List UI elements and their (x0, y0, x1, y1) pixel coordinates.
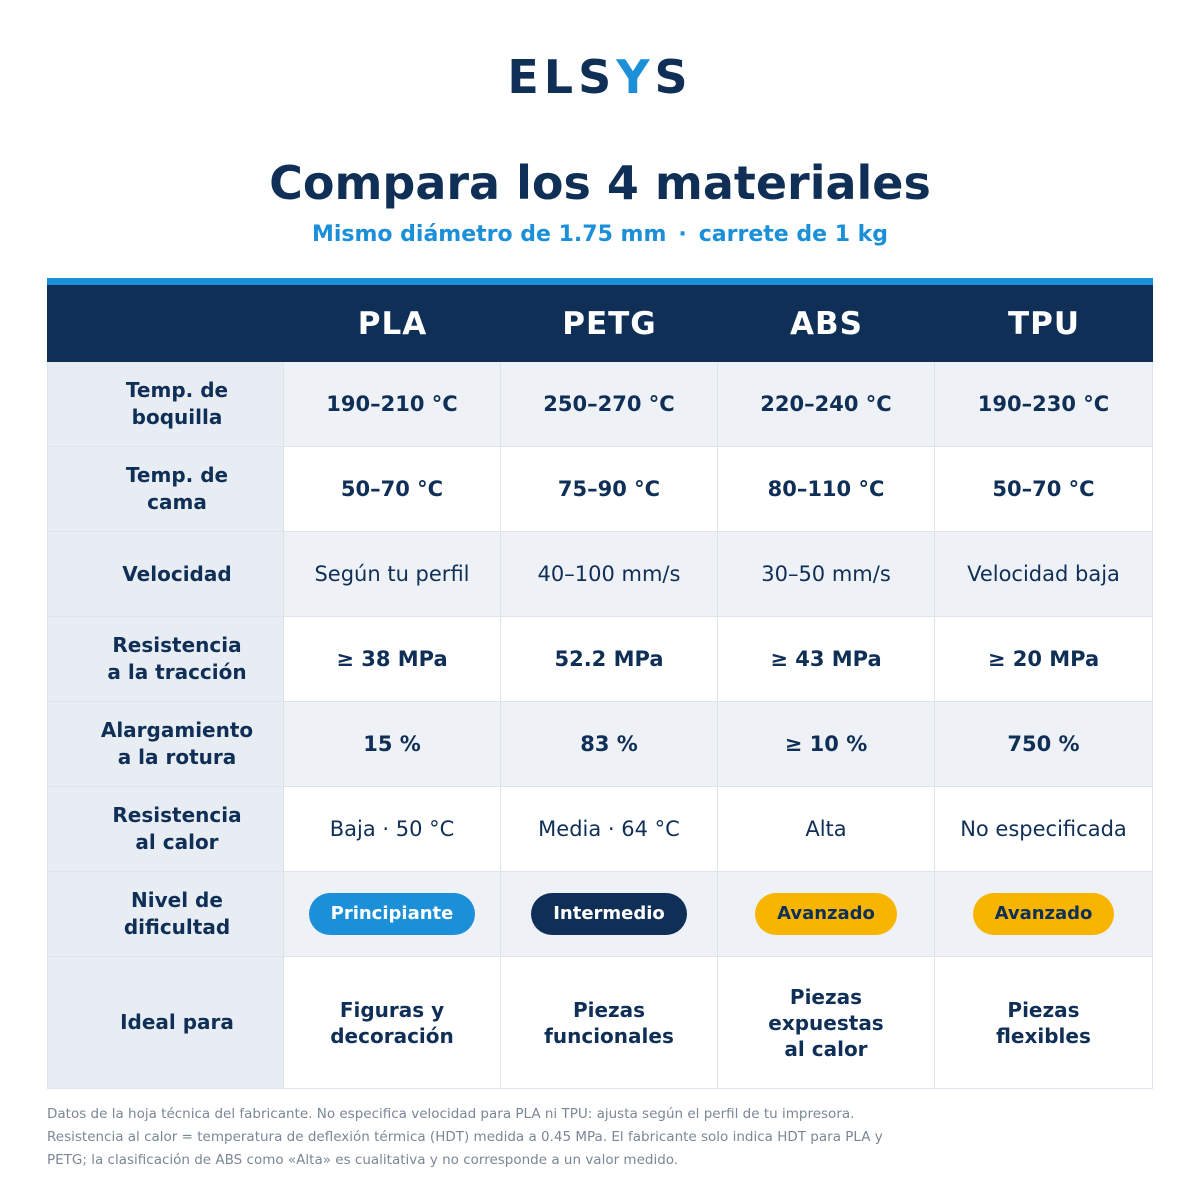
difficulty-badge: Intermedio (531, 893, 687, 935)
table-cell: 30–50 mm/s (718, 532, 935, 616)
subtitle-diameter: Mismo diámetro de 1.75 mm (311, 222, 667, 247)
header-abs: ABS (790, 305, 863, 342)
row-label: Velocidad (47, 532, 284, 616)
table-row: Resistencia a la tracción ≥ 38 MPa 52.2 … (47, 617, 1153, 702)
table-row: Temp. de boquilla 190–210 °C 250–270 °C … (47, 362, 1153, 447)
table-cell: 80–110 °C (718, 447, 935, 531)
table-cell: Piezas expuestas al calor (718, 957, 935, 1088)
table-cell: Piezas funcionales (501, 957, 718, 1088)
table-cell: ≥ 38 MPa (284, 617, 501, 701)
table-cell: ≥ 43 MPa (718, 617, 935, 701)
table-row: Temp. de cama 50–70 °C 75–90 °C 80–110 °… (47, 447, 1153, 532)
difficulty-badge: Avanzado (755, 893, 897, 935)
table-cell: Intermedio (501, 872, 718, 956)
table-cell: 15 % (284, 702, 501, 786)
footnote: Datos de la hoja técnica del fabricante.… (47, 1103, 1157, 1172)
row-label: Alargamiento a la rotura (47, 702, 284, 786)
row-label: Resistencia al calor (47, 787, 284, 871)
row-label: Ideal para (47, 957, 284, 1088)
table-cell: Avanzado (935, 872, 1153, 956)
table-cell: 190–230 °C (935, 362, 1153, 446)
header-petg: PETG (562, 305, 657, 342)
table-cell: No especificada (935, 787, 1153, 871)
footnote-line: PETG; la clasificación de ABS como «Alta… (47, 1152, 679, 1168)
table-cell: ≥ 10 % (718, 702, 935, 786)
table-cell: ≥ 20 MPa (935, 617, 1153, 701)
table-cell: 52.2 MPa (501, 617, 718, 701)
table-cell: Velocidad baja (935, 532, 1153, 616)
page-subtitle: Mismo diámetro de 1.75 mm · carrete de 1 k… (0, 222, 1200, 247)
difficulty-badge: Principiante (308, 893, 476, 935)
table-cell: 250–270 °C (501, 362, 718, 446)
header-empty-cell (47, 285, 284, 362)
table-cell: Figuras y decoración (284, 957, 501, 1088)
table-cell: 75–90 °C (501, 447, 718, 531)
table-cell: 50–70 °C (935, 447, 1153, 531)
logo-text-accent: Y (616, 50, 655, 104)
row-label: Temp. de boquilla (47, 362, 284, 446)
logo-text-part: ELS (507, 50, 617, 104)
table-cell: 83 % (501, 702, 718, 786)
table-header: PLA PETG ABS TPU (47, 285, 1153, 362)
table-row: Resistencia al calor Baja · 50 °C Media … (47, 787, 1153, 872)
footnote-line: Resistencia al calor = temperatura de de… (47, 1129, 883, 1145)
table-body: Temp. de boquilla 190–210 °C 250–270 °C … (47, 362, 1153, 1089)
footnote-line: Datos de la hoja técnica del fabricante.… (47, 1106, 855, 1122)
table-row: Ideal para Figuras y decoración Piezas f… (47, 957, 1153, 1089)
table-cell: 220–240 °C (718, 362, 935, 446)
logo-text-part: S (654, 50, 693, 104)
table-cell: Principiante (284, 872, 501, 956)
table-cell: Media · 64 °C (501, 787, 718, 871)
subtitle-separator: · (678, 222, 687, 247)
table-cell: 40–100 mm/s (501, 532, 718, 616)
table-cell: Alta (718, 787, 935, 871)
row-label: Resistencia a la tracción (47, 617, 284, 701)
row-label: Nivel de dificultad (47, 872, 284, 956)
comparison-table: PLA PETG ABS TPU Temp. de boquilla 190–2… (47, 278, 1153, 1089)
difficulty-badge: Avanzado (972, 893, 1115, 935)
table-cell: 190–210 °C (284, 362, 501, 446)
subtitle-spool: carrete de 1 kg (698, 222, 889, 247)
table-cell: Piezas flexibles (935, 957, 1153, 1088)
page-title: Compara los 4 materiales (269, 156, 931, 210)
table-cell: 750 % (935, 702, 1153, 786)
row-label: Temp. de cama (47, 447, 284, 531)
table-row: Velocidad Según tu perfil 40–100 mm/s 30… (47, 532, 1153, 617)
table-cell: Según tu perfil (284, 532, 501, 616)
table-row: Nivel de dificultad Principiante Interme… (47, 872, 1153, 957)
header-tpu: TPU (1007, 305, 1081, 342)
table-cell: Avanzado (718, 872, 935, 956)
brand-logo: ELSYS (0, 50, 1200, 104)
header-pla: PLA (357, 305, 428, 342)
table-cell: Baja · 50 °C (284, 787, 501, 871)
table-cell: 50–70 °C (284, 447, 501, 531)
table-row: Alargamiento a la rotura 15 % 83 % ≥ 10 … (47, 702, 1153, 787)
